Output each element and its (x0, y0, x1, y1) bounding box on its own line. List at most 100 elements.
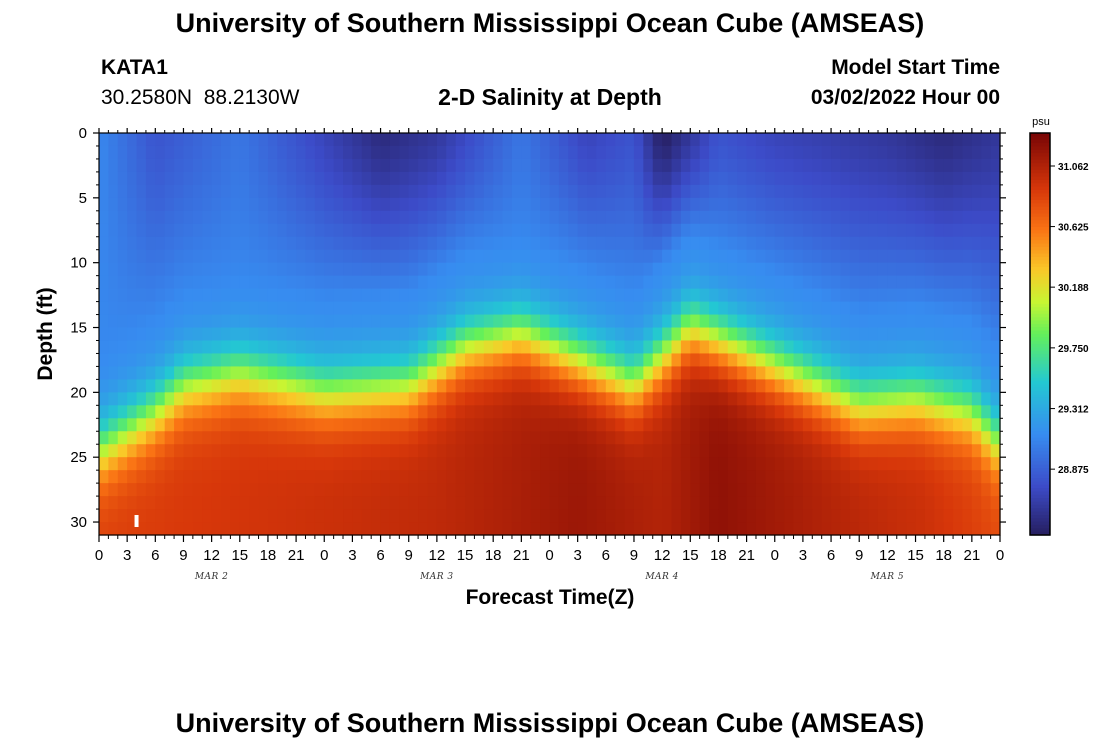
heatmap-cell (277, 158, 288, 173)
heatmap-cell (680, 210, 691, 225)
heatmap-cell (906, 236, 917, 251)
heatmap-cell (877, 353, 888, 368)
heatmap-cell (746, 340, 757, 355)
heatmap-cell (765, 457, 776, 471)
heatmap-cell (596, 171, 607, 186)
heatmap-cell (230, 223, 241, 238)
heatmap-cell (136, 184, 147, 199)
heatmap-cell (361, 210, 372, 225)
heatmap-cell (699, 249, 710, 264)
heatmap-cell (793, 171, 804, 186)
heatmap-cell (493, 379, 504, 393)
heatmap-cell (953, 301, 964, 316)
heatmap-cell (446, 340, 457, 355)
heatmap-cell (643, 145, 654, 160)
colorbar-segment (1030, 236, 1050, 241)
footer-title: University of Southern Mississippi Ocean… (175, 708, 925, 738)
heatmap-cell (896, 340, 907, 355)
heatmap-cell (943, 210, 954, 225)
heatmap-cell (192, 418, 203, 432)
heatmap-cell (183, 405, 194, 419)
heatmap-cell (774, 262, 785, 277)
heatmap-cell (605, 171, 616, 186)
heatmap-cell (314, 327, 325, 342)
heatmap-cell (474, 522, 485, 536)
heatmap-cell (399, 262, 410, 277)
heatmap-cell (99, 509, 109, 523)
heatmap-cell (746, 392, 757, 406)
heatmap-cell (211, 470, 222, 484)
heatmap-cell (990, 236, 1001, 251)
colorbar-segment (1030, 417, 1050, 422)
heatmap-cell (371, 418, 382, 432)
heatmap-cell (615, 431, 626, 445)
heatmap-cell (896, 457, 907, 471)
heatmap-cell (587, 470, 598, 484)
heatmap-cell (202, 223, 213, 238)
heatmap-cell (549, 392, 560, 406)
heatmap-cell (296, 483, 307, 497)
heatmap-cell (671, 470, 682, 484)
heatmap-cell (840, 483, 851, 497)
heatmap-cell (277, 223, 288, 238)
heatmap-cell (718, 262, 729, 277)
heatmap-cell (174, 249, 185, 264)
heatmap-cell (296, 405, 307, 419)
heatmap-cell (192, 145, 203, 160)
heatmap-cell (211, 133, 222, 147)
heatmap-cell (812, 496, 823, 510)
heatmap-cell (483, 288, 494, 303)
heatmap-cell (446, 262, 457, 277)
heatmap-cell (408, 249, 419, 264)
heatmap-cell (333, 133, 344, 147)
heatmap-cell (568, 327, 579, 342)
heatmap-cell (155, 327, 166, 342)
heatmap-cell (436, 353, 447, 368)
heatmap-cell (324, 275, 335, 290)
heatmap-cell (314, 522, 325, 536)
heatmap-cell (643, 418, 654, 432)
heatmap-cell (680, 483, 691, 497)
heatmap-cell (371, 444, 382, 458)
heatmap-cell (418, 314, 429, 329)
heatmap-cell (859, 470, 870, 484)
heatmap-cell (296, 418, 307, 432)
heatmap-cell (164, 133, 175, 147)
heatmap-cell (981, 405, 992, 419)
heatmap-cell (530, 223, 541, 238)
heatmap-cell (821, 171, 832, 186)
heatmap-cell (371, 236, 382, 251)
heatmap-cell (558, 184, 569, 199)
heatmap-cell (831, 340, 842, 355)
heatmap-cell (896, 366, 907, 380)
heatmap-cell (352, 249, 363, 264)
heatmap-cell (286, 275, 297, 290)
heatmap-cell (380, 418, 391, 432)
heatmap-cell (793, 314, 804, 329)
heatmap-cell (145, 133, 156, 147)
heatmap-cell (662, 262, 673, 277)
heatmap-cell (680, 184, 691, 199)
heatmap-cell (971, 457, 982, 471)
heatmap-cell (521, 275, 532, 290)
heatmap-cell (596, 509, 607, 523)
colorbar-segment (1030, 270, 1050, 275)
heatmap-cell (136, 496, 147, 510)
heatmap-cell (718, 496, 729, 510)
heatmap-cell (915, 340, 926, 355)
heatmap-cell (831, 145, 842, 160)
heatmap-cell (812, 366, 823, 380)
heatmap-cell (399, 249, 410, 264)
heatmap-cell (127, 444, 138, 458)
heatmap-cell (427, 340, 438, 355)
heatmap-cell (117, 133, 128, 147)
heatmap-cell (924, 340, 935, 355)
heatmap-cell (211, 210, 222, 225)
heatmap-cell (802, 210, 813, 225)
heatmap-cell (709, 210, 720, 225)
heatmap-cell (774, 236, 785, 251)
heatmap-cell (887, 301, 898, 316)
heatmap-cell (971, 509, 982, 523)
heatmap-cell (755, 145, 766, 160)
heatmap-cell (305, 171, 316, 186)
